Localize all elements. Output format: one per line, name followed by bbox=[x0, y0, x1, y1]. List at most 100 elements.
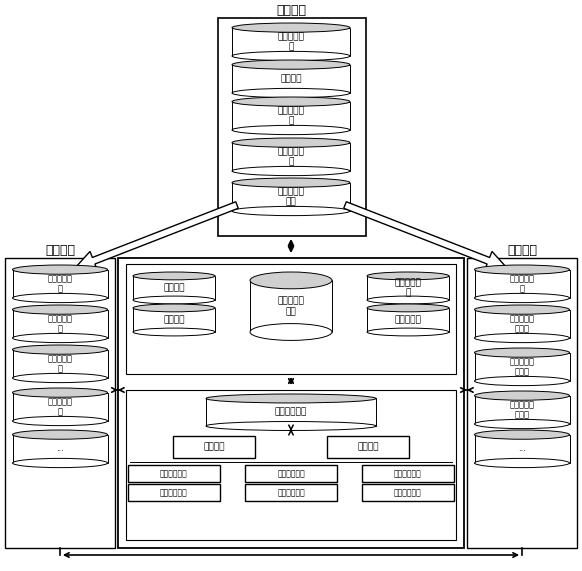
Bar bbox=[362, 465, 454, 482]
Bar bbox=[232, 183, 350, 211]
Bar bbox=[12, 349, 108, 378]
Polygon shape bbox=[75, 202, 238, 270]
Ellipse shape bbox=[250, 272, 332, 289]
Bar bbox=[126, 390, 456, 540]
Ellipse shape bbox=[474, 333, 570, 343]
Ellipse shape bbox=[12, 373, 108, 383]
Text: 负荷曲线信息: 负荷曲线信息 bbox=[277, 488, 305, 497]
Bar bbox=[474, 396, 570, 424]
Ellipse shape bbox=[474, 376, 570, 385]
Bar bbox=[12, 435, 108, 463]
Bar bbox=[474, 270, 570, 298]
Ellipse shape bbox=[133, 304, 215, 312]
Ellipse shape bbox=[12, 345, 108, 354]
Ellipse shape bbox=[474, 265, 570, 274]
Text: 线路运行监
视: 线路运行监 视 bbox=[395, 278, 421, 297]
Bar bbox=[206, 399, 376, 426]
Ellipse shape bbox=[232, 23, 350, 32]
Ellipse shape bbox=[232, 166, 350, 176]
Text: 设备管理: 设备管理 bbox=[281, 74, 301, 83]
Bar bbox=[232, 27, 350, 56]
Ellipse shape bbox=[232, 89, 350, 98]
Polygon shape bbox=[344, 202, 507, 270]
Bar bbox=[126, 264, 456, 374]
Ellipse shape bbox=[133, 328, 215, 336]
Ellipse shape bbox=[133, 272, 215, 280]
Ellipse shape bbox=[12, 416, 108, 425]
Bar bbox=[474, 435, 570, 463]
Ellipse shape bbox=[12, 305, 108, 314]
Ellipse shape bbox=[250, 324, 332, 340]
Bar bbox=[245, 465, 337, 482]
Text: 统一访问接口: 统一访问接口 bbox=[275, 408, 307, 417]
Bar bbox=[218, 18, 366, 236]
Bar bbox=[128, 484, 220, 501]
Bar bbox=[133, 276, 215, 300]
Bar bbox=[474, 353, 570, 381]
Text: 调度系统: 调度系统 bbox=[276, 3, 306, 17]
Text: 设备台账信息: 设备台账信息 bbox=[394, 469, 422, 478]
Text: 故障管理: 故障管理 bbox=[163, 315, 184, 324]
Ellipse shape bbox=[474, 293, 570, 303]
Text: 统一模型: 统一模型 bbox=[357, 443, 379, 452]
Bar bbox=[327, 436, 409, 458]
Bar bbox=[250, 280, 332, 332]
Bar bbox=[232, 143, 350, 171]
Bar bbox=[173, 436, 255, 458]
Text: 电网资源管
理: 电网资源管 理 bbox=[48, 314, 73, 333]
Ellipse shape bbox=[232, 51, 350, 61]
Bar bbox=[474, 309, 570, 338]
Ellipse shape bbox=[12, 265, 108, 274]
Ellipse shape bbox=[133, 296, 215, 304]
Ellipse shape bbox=[12, 459, 108, 468]
Ellipse shape bbox=[232, 178, 350, 187]
Ellipse shape bbox=[474, 430, 570, 439]
Bar bbox=[128, 465, 220, 482]
Text: 用户档案信息: 用户档案信息 bbox=[394, 488, 422, 497]
Text: 设备台账管
理: 设备台账管 理 bbox=[48, 397, 73, 416]
Bar bbox=[12, 393, 108, 421]
Text: 停电信息管
理: 停电信息管 理 bbox=[509, 274, 534, 293]
Ellipse shape bbox=[12, 388, 108, 397]
Ellipse shape bbox=[12, 333, 108, 343]
Bar bbox=[118, 258, 464, 548]
Ellipse shape bbox=[474, 391, 570, 400]
Text: 数据校验: 数据校验 bbox=[203, 443, 225, 452]
Text: 继电保护管
理: 继电保护管 理 bbox=[278, 147, 304, 167]
Bar bbox=[133, 308, 215, 332]
Ellipse shape bbox=[12, 430, 108, 439]
Text: 精益调度: 精益调度 bbox=[163, 283, 184, 292]
Bar bbox=[5, 258, 115, 548]
Ellipse shape bbox=[367, 272, 449, 280]
Bar bbox=[367, 276, 449, 300]
Text: 用户电量信
息管理: 用户电量信 息管理 bbox=[509, 357, 534, 376]
Ellipse shape bbox=[232, 60, 350, 69]
Text: 配网运行信息: 配网运行信息 bbox=[160, 469, 188, 478]
Ellipse shape bbox=[474, 459, 570, 468]
Bar bbox=[467, 258, 577, 548]
Text: 低电压管理: 低电压管理 bbox=[395, 315, 421, 324]
Bar bbox=[362, 484, 454, 501]
Text: 故障报修抢
修管理: 故障报修抢 修管理 bbox=[509, 400, 534, 420]
Ellipse shape bbox=[474, 348, 570, 357]
Ellipse shape bbox=[367, 328, 449, 336]
Ellipse shape bbox=[474, 419, 570, 429]
Text: 生产系统: 生产系统 bbox=[45, 243, 75, 256]
Ellipse shape bbox=[206, 421, 376, 431]
Text: 电网薄弱环
境管理: 电网薄弱环 境管理 bbox=[509, 314, 534, 333]
Text: 基础信息管
理: 基础信息管 理 bbox=[278, 32, 304, 51]
Ellipse shape bbox=[232, 126, 350, 135]
Text: 调度自动化
应用: 调度自动化 应用 bbox=[278, 187, 304, 207]
Text: 基础信息管
理: 基础信息管 理 bbox=[48, 274, 73, 293]
Ellipse shape bbox=[474, 305, 570, 314]
Ellipse shape bbox=[232, 206, 350, 216]
Ellipse shape bbox=[232, 138, 350, 147]
Bar bbox=[232, 102, 350, 130]
Ellipse shape bbox=[367, 296, 449, 304]
Text: ...: ... bbox=[56, 444, 64, 453]
Text: 电网运行监
控: 电网运行监 控 bbox=[278, 106, 304, 126]
Text: 停电通知管
理: 停电通知管 理 bbox=[48, 354, 73, 373]
Bar bbox=[245, 484, 337, 501]
Bar bbox=[12, 270, 108, 298]
Bar bbox=[367, 308, 449, 332]
